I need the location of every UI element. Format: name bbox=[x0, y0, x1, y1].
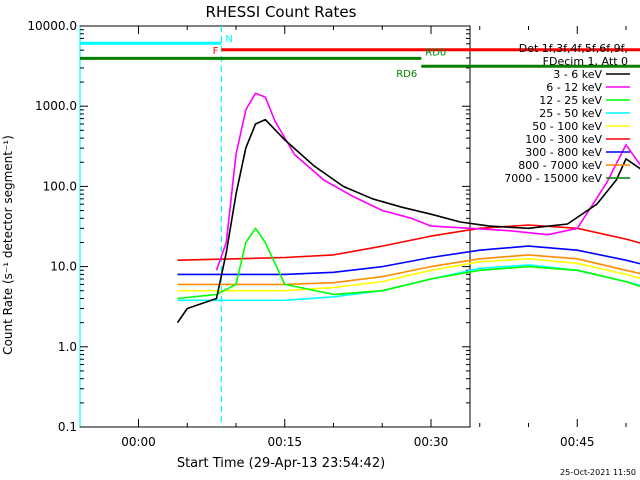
legend-entry-label: 6 - 12 keV bbox=[546, 81, 602, 94]
legend-entry-label: 12 - 25 keV bbox=[539, 94, 602, 107]
legend-header-line: Det 1f,3f,4f,5f,6f,9f, bbox=[519, 42, 628, 55]
series-line bbox=[177, 227, 640, 300]
y-axis-label: Count Rate (s⁻¹ detector segment⁻¹) bbox=[1, 135, 15, 355]
annotation-bar-label: N bbox=[225, 34, 232, 45]
y-tick-label: 100.0 bbox=[43, 179, 77, 193]
series-line bbox=[176, 118, 640, 324]
annotation-bars: NF RD0 RD6 bbox=[80, 34, 640, 80]
legend-entry-label: 50 - 100 keV bbox=[532, 120, 602, 133]
series-line bbox=[177, 254, 640, 286]
plot-area bbox=[79, 25, 471, 428]
x-tick-label: 00:30 bbox=[414, 435, 449, 449]
chart-title: RHESSI Count Rates bbox=[206, 3, 357, 21]
y-tick-label: 1.0 bbox=[58, 340, 77, 354]
y-tick-label: 10.0 bbox=[50, 260, 77, 274]
legend-entry-label: 7000 - 15000 keV bbox=[504, 172, 602, 185]
y-tick-label: 0.1 bbox=[58, 420, 77, 434]
annotation-bar-label: RD0 bbox=[425, 47, 446, 58]
x-tick-label: 00:15 bbox=[267, 435, 302, 449]
y-tick-label: 10000.0 bbox=[27, 19, 77, 33]
legend-header-line: FDecim 1, Att 0 bbox=[543, 55, 628, 68]
series-line bbox=[177, 245, 640, 276]
series-lines bbox=[176, 92, 640, 324]
annotation-bar-label: F bbox=[213, 46, 219, 57]
series-line bbox=[177, 257, 640, 292]
legend-entry-label: 100 - 300 keV bbox=[525, 133, 602, 146]
legend: Det 1f,3f,4f,5f,6f,9f,FDecim 1, Att 03 -… bbox=[504, 42, 630, 185]
x-tick-label: 00:00 bbox=[121, 435, 156, 449]
y-axis-ticks: 0.1 1.0 10.0 100.0 1000.0 10000.0 bbox=[27, 19, 470, 434]
x-tick-label: 00:45 bbox=[560, 435, 595, 449]
x-axis-label: Start Time (29-Apr-13 23:54:42) bbox=[177, 456, 385, 471]
legend-entry-label: 800 - 7000 keV bbox=[518, 159, 602, 172]
legend-entry-label: 25 - 50 keV bbox=[539, 107, 602, 120]
y-tick-label: 1000.0 bbox=[35, 99, 77, 113]
legend-entry-label: 300 - 800 keV bbox=[525, 146, 602, 159]
annotation-bar-label: RD6 bbox=[396, 69, 417, 80]
legend-entry-label: 3 - 6 keV bbox=[553, 68, 602, 81]
series-line bbox=[215, 92, 640, 271]
footer-date: 25-Oct-2021 11:50 bbox=[560, 468, 636, 477]
